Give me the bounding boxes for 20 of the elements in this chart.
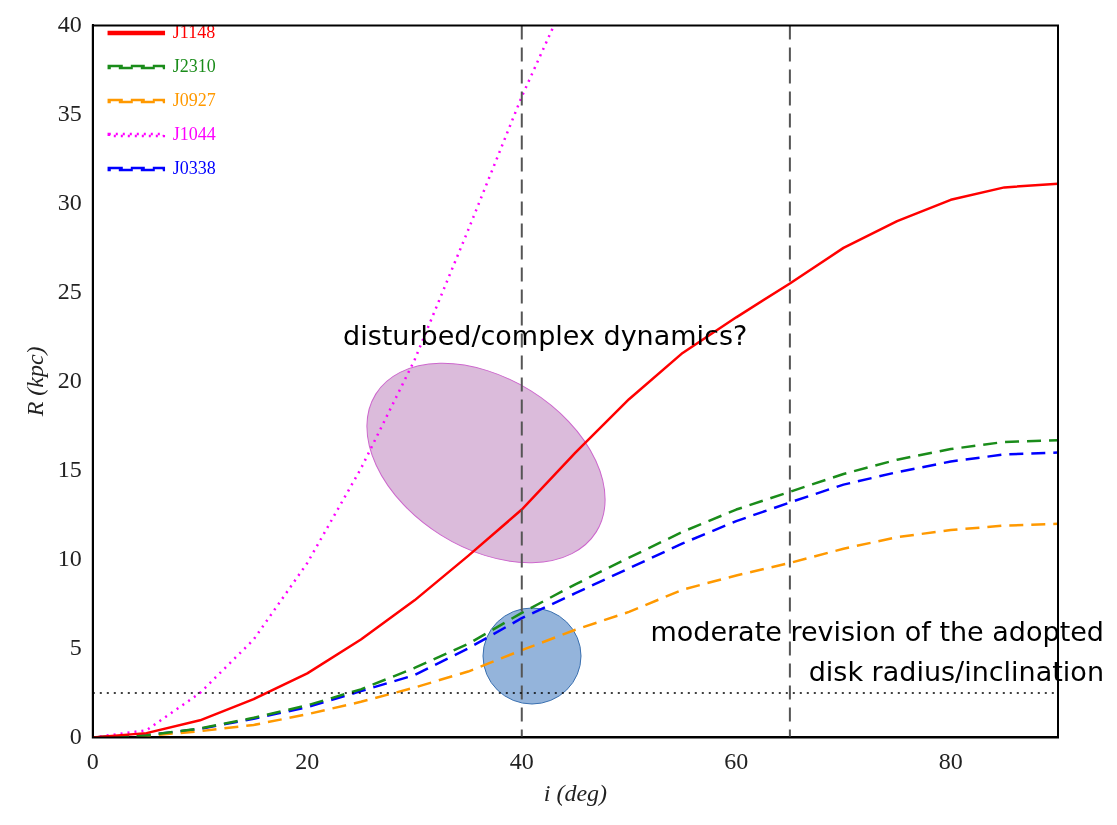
y-tick-label: 25 <box>57 277 82 304</box>
x-axis-title: i (deg) <box>543 779 608 806</box>
y-tick-label: 30 <box>57 188 82 215</box>
x-tick-label: 80 <box>938 748 963 775</box>
x-tick-label: 40 <box>509 748 534 775</box>
x-tick-label: 60 <box>724 748 749 775</box>
legend-label: J2310 <box>172 55 216 76</box>
y-axis-title: R (kpc) <box>21 346 48 418</box>
y-tick-label: 35 <box>57 99 82 126</box>
y-tick-label: 0 <box>69 722 82 749</box>
y-tick-label: 15 <box>57 455 82 482</box>
legend-label: J0338 <box>172 157 216 178</box>
y-tick-label: 5 <box>69 633 82 660</box>
y-tick-label: 10 <box>57 544 82 571</box>
x-tick-label: 0 <box>86 748 99 775</box>
legend-label: J1044 <box>172 123 216 144</box>
legend-label: J0927 <box>172 89 216 110</box>
x-tick-label: 20 <box>295 748 320 775</box>
y-tick-label: 40 <box>57 10 82 37</box>
y-tick-label: 20 <box>57 366 82 393</box>
